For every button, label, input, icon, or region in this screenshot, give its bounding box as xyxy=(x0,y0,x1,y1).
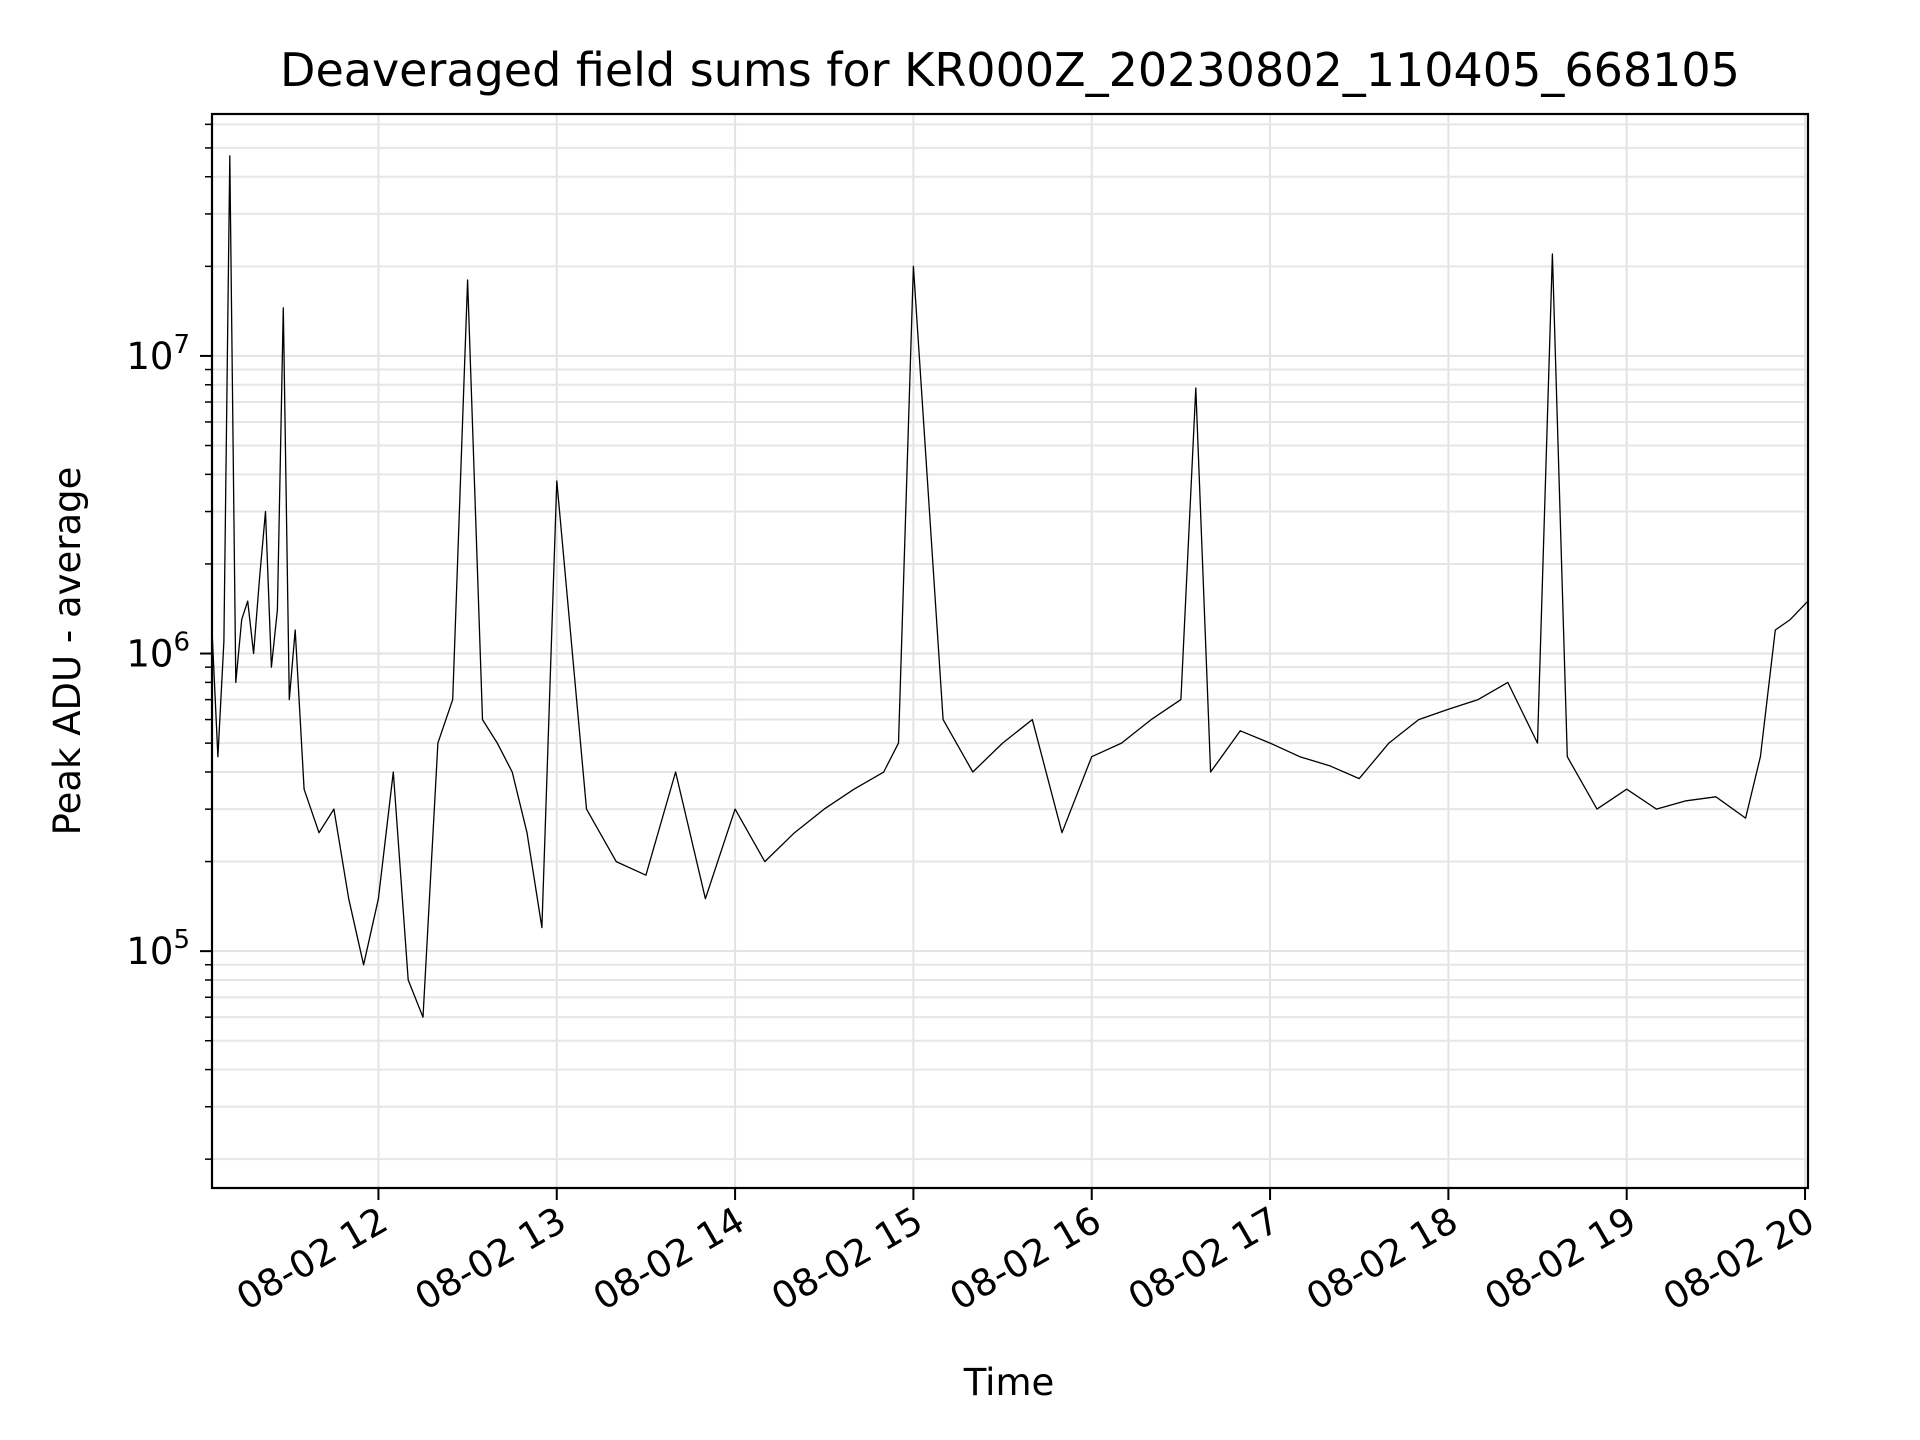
grid xyxy=(212,114,1808,1188)
chart-title: Deaveraged field sums for KR000Z_2023080… xyxy=(280,43,1740,97)
y-tick-exponent: 6 xyxy=(173,628,190,658)
plot-frame xyxy=(210,112,1810,1190)
series-group xyxy=(211,155,1809,1018)
y-tick-exponent: 5 xyxy=(173,925,190,955)
y-axis-label: Peak ADU - average xyxy=(46,467,89,836)
y-tick-base: 10 xyxy=(126,633,173,676)
y-tick-label: 105 xyxy=(126,925,190,973)
y-tick-base: 10 xyxy=(126,930,173,973)
y-tick-label: 106 xyxy=(126,628,190,676)
y-tick-exponent: 7 xyxy=(173,330,190,360)
x-axis-label: Time xyxy=(963,1361,1055,1404)
series-line xyxy=(211,155,1809,1018)
y-tick-base: 10 xyxy=(126,335,173,378)
y-tick-label: 107 xyxy=(126,330,190,378)
